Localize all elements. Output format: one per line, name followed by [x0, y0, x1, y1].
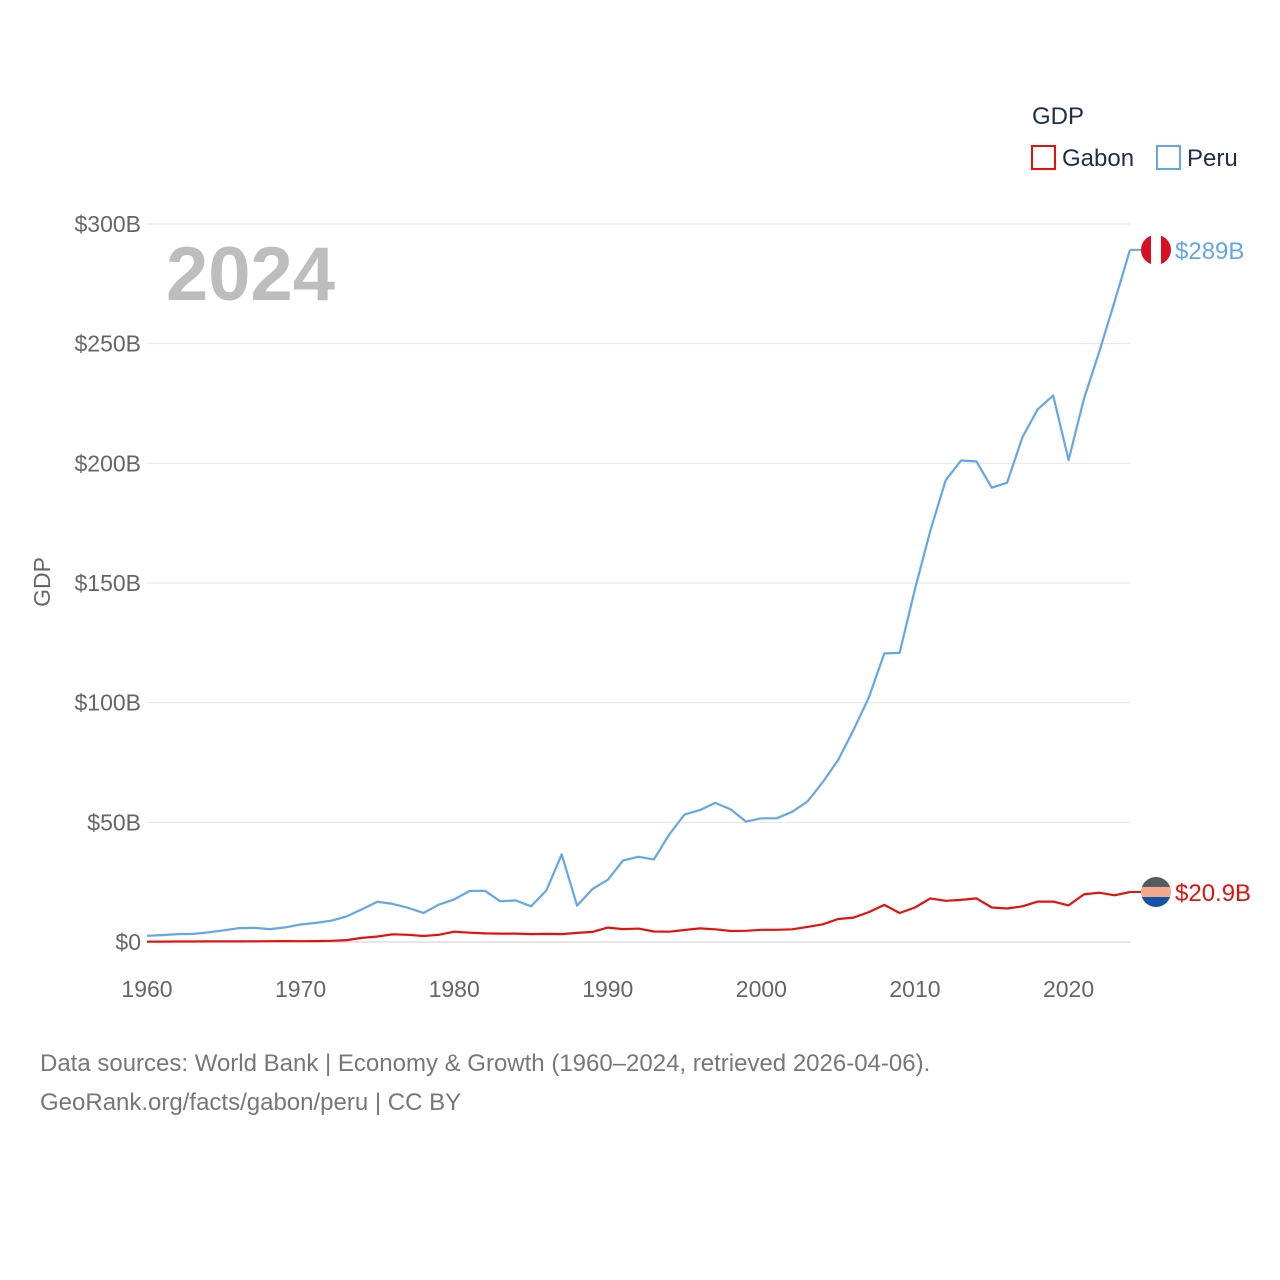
- data-sources: Data sources: World Bank | Economy & Gro…: [40, 1050, 931, 1077]
- gabon-flag-icon: [1141, 876, 1171, 907]
- end-value-label-gabon: $20.9B: [1175, 880, 1251, 907]
- x-tick-label: 1990: [582, 976, 633, 1002]
- legend-label-gabon: Gabon: [1062, 145, 1134, 172]
- y-axis-label: GDP: [29, 557, 55, 607]
- legend[interactable]: GDP Gabon Peru: [1031, 103, 1238, 172]
- y-tick-label: $250B: [74, 331, 141, 357]
- series-lines: [146, 249, 1132, 943]
- y-tick-label: $300B: [74, 211, 141, 237]
- x-tick-label: 1960: [121, 976, 172, 1002]
- legend-label-peru: Peru: [1187, 145, 1238, 172]
- end-value-label-peru: $289B: [1175, 238, 1244, 265]
- y-axis-ticks: $0 $50B $100B $150B $200B $250B $300B: [74, 211, 141, 955]
- y-tick-label: $200B: [74, 450, 141, 476]
- series-line-gabon[interactable]: [146, 890, 1131, 943]
- footer: Data sources: World Bank | Economy & Gro…: [40, 1044, 930, 1122]
- y-tick-label: $100B: [74, 690, 141, 716]
- legend-item-gabon[interactable]: Gabon: [1031, 145, 1134, 172]
- credit-link[interactable]: GeoRank.org/facts/gabon/peru | CC BY: [40, 1089, 462, 1116]
- legend-swatch-gabon: [1031, 145, 1056, 170]
- x-tick-label: 1970: [275, 976, 326, 1002]
- x-axis-ticks: 1960 1970 1980 1990 2000 2010 2020: [121, 976, 1094, 1002]
- legend-title: GDP: [1032, 103, 1084, 130]
- legend-item-peru[interactable]: Peru: [1156, 145, 1238, 172]
- end-labels: $20.9B $289B: [1130, 234, 1251, 907]
- x-tick-label: 2020: [1043, 976, 1094, 1002]
- x-tick-label: 2010: [889, 976, 940, 1002]
- peru-flag-icon: [1141, 234, 1171, 265]
- gridlines: [147, 223, 1130, 943]
- year-label: 2024: [166, 232, 335, 317]
- y-tick-label: $50B: [87, 809, 141, 835]
- y-tick-label: $0: [115, 929, 141, 955]
- legend-swatch-peru: [1156, 145, 1181, 170]
- x-tick-label: 2000: [736, 976, 787, 1002]
- y-tick-label: $150B: [74, 570, 141, 596]
- series-line-peru[interactable]: [146, 249, 1132, 937]
- x-tick-label: 1980: [429, 976, 480, 1002]
